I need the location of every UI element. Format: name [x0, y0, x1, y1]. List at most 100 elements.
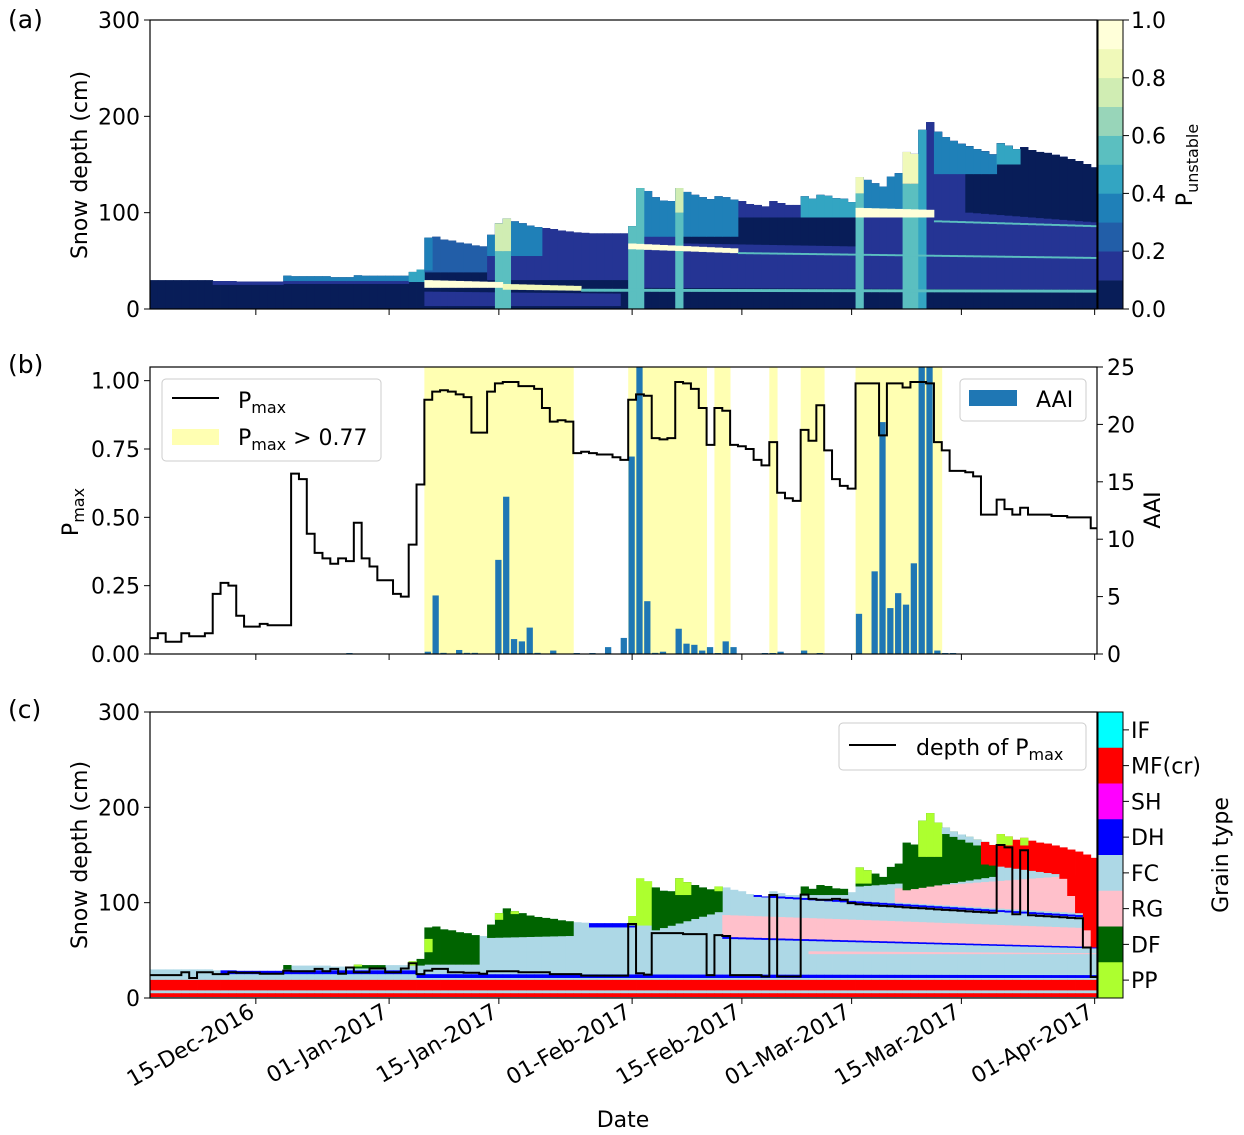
heatmap-cell — [1004, 289, 1013, 293]
grain-cell — [236, 993, 245, 998]
grain-cell — [408, 961, 417, 998]
grain-cell — [157, 993, 167, 998]
grain-cell — [902, 842, 911, 998]
heatmap-cell — [839, 198, 849, 218]
heatmap-cell — [690, 246, 700, 252]
grain-cell — [573, 993, 582, 998]
grain-cell — [651, 979, 660, 991]
heatmap-cell — [863, 289, 872, 293]
grain-cell — [541, 974, 551, 978]
grain-cell — [494, 913, 504, 998]
grain-cell — [400, 970, 410, 975]
heatmap-cell — [777, 217, 786, 246]
grain-cell — [1035, 979, 1045, 991]
grain-cell — [377, 993, 386, 998]
grain-cell — [949, 952, 958, 955]
grain-cell — [941, 827, 951, 998]
grain-cell — [463, 993, 472, 998]
grain-cell — [510, 911, 519, 998]
heatmap-cell — [988, 154, 998, 175]
grain-cell — [777, 993, 786, 998]
grain-cell — [447, 974, 457, 978]
grain-cell — [1043, 926, 1052, 947]
grain-cell — [1059, 979, 1068, 991]
threshold-span — [808, 367, 817, 654]
grain-cell — [494, 974, 504, 978]
heatmap-cell — [267, 281, 276, 309]
heatmap-cell — [612, 293, 621, 307]
heatmap-cell — [228, 281, 237, 285]
threshold-span — [541, 367, 551, 654]
panel-b-y2-tick-label: 15 — [1107, 471, 1135, 496]
grain-cell — [628, 916, 637, 926]
grain-cell — [675, 979, 684, 991]
heatmap-cell — [784, 217, 794, 246]
heatmap-cell — [251, 281, 261, 285]
grain-cell — [659, 890, 668, 998]
threshold-span — [424, 367, 433, 654]
grain-cell — [589, 979, 598, 991]
threshold-span — [526, 367, 535, 654]
ylabel-main: P — [59, 523, 84, 536]
panel-b-ylabel: Pmax — [59, 488, 88, 536]
grain-cell — [447, 930, 457, 965]
grain-cell — [988, 881, 998, 909]
grain-cell — [683, 974, 692, 978]
grain-cell — [1043, 952, 1052, 955]
grain-cell — [690, 974, 700, 978]
grain-cell — [926, 922, 935, 944]
aai-bar — [518, 641, 526, 654]
grain-cell — [871, 974, 880, 978]
threshold-span — [557, 367, 566, 654]
grain-cell — [988, 909, 998, 912]
grain-cell — [800, 974, 809, 978]
grain-cell — [816, 993, 825, 998]
heatmap-cell — [291, 276, 300, 282]
grain-cell — [197, 979, 206, 991]
grain-cell — [996, 979, 1005, 991]
grain-cell — [416, 974, 425, 978]
grain-cell — [933, 906, 943, 909]
heatmap-cell — [886, 289, 896, 293]
grain-cell — [1012, 975, 1021, 978]
grain-label: DH — [1131, 826, 1164, 851]
colorbar-label-main: P — [1173, 193, 1198, 206]
grain-cell — [722, 974, 731, 978]
grain-label: FC — [1131, 862, 1159, 887]
grain-cell — [471, 935, 480, 998]
grain-cell — [941, 993, 951, 998]
grain-cell — [933, 942, 943, 945]
heatmap-cell — [400, 275, 410, 282]
heatmap-cell — [973, 149, 982, 214]
grain-cell — [824, 885, 833, 896]
grain-cell — [338, 970, 347, 975]
heatmap-cell — [251, 281, 261, 309]
grain-cell — [1043, 993, 1052, 998]
grain-cell — [1012, 839, 1021, 998]
grain-cell — [534, 974, 543, 978]
heatmap-cell — [949, 140, 958, 252]
grain-cell — [949, 979, 958, 991]
grain-cell — [690, 979, 700, 991]
heatmap-cell — [447, 280, 457, 288]
grain-cell — [1035, 993, 1045, 998]
heatmap-cell — [784, 289, 794, 293]
grain-cell — [980, 924, 990, 945]
heatmap-cell — [455, 242, 464, 309]
grain-cell — [157, 979, 167, 991]
grain-cell — [847, 993, 856, 998]
grain-cell — [447, 979, 457, 991]
grain-cell — [824, 939, 833, 942]
grain-cell — [432, 926, 441, 965]
grain-cell — [832, 979, 841, 991]
grain-cell — [879, 951, 888, 955]
heatmap-cell — [863, 208, 872, 218]
heatmap-cell — [651, 288, 660, 292]
grain-cell — [933, 974, 943, 978]
grain-cell — [792, 979, 802, 991]
heatmap-cell — [1028, 256, 1037, 259]
heatmap-cell — [824, 195, 833, 218]
heatmap-cell — [910, 254, 919, 257]
colorbar-bin — [1098, 251, 1123, 281]
heatmap-cell — [988, 255, 998, 258]
